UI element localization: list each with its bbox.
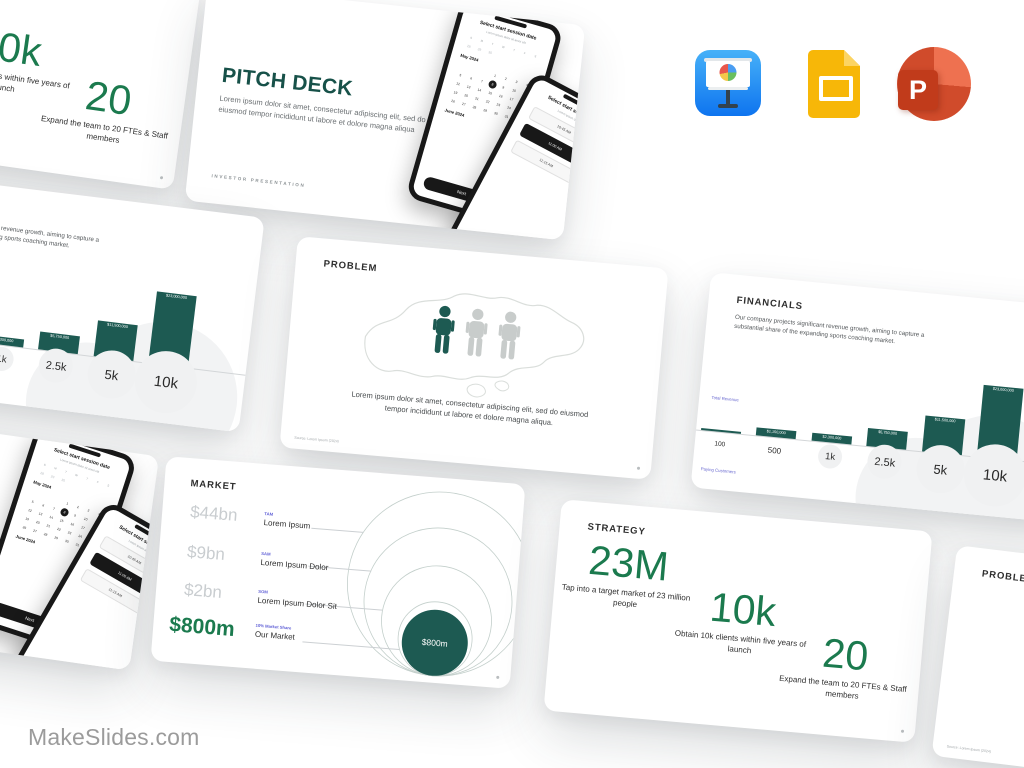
person-icon: [465, 308, 488, 357]
bar-value-label: $23,000,000: [992, 386, 1015, 393]
market-value: $800m: [168, 612, 236, 642]
bar-value-label: $11,500,000: [934, 417, 956, 424]
market-label: Lorem Ipsum Dolor: [260, 557, 329, 573]
category-label: 2.5k: [873, 455, 896, 470]
slide-problem-partial[interactable]: PROBLEM Source: Lorem Ipsum (2024): [931, 545, 1024, 768]
slide-heading: PROBLEM: [981, 568, 1024, 586]
person-icon: [432, 305, 455, 354]
page-number-mark: [159, 176, 164, 180]
google-slides-icon[interactable]: [808, 50, 860, 118]
source-note: Source: Lorem Ipsum (2024): [294, 435, 339, 444]
bar-value-label: $5,750,000: [50, 333, 70, 341]
slide-market[interactable]: MARKET $44bn TAM Lorem Ipsum $9bn SAM Lo…: [150, 456, 526, 689]
keynote-screen-top: [704, 58, 752, 62]
category-label: 10k: [152, 372, 179, 393]
our-market-bubble: [401, 609, 468, 676]
slide-frame-glyph: [819, 76, 853, 101]
slide-strategy[interactable]: STRATEGY 23M Tap into a target market of…: [543, 499, 933, 743]
slide-heading: PROBLEM: [323, 258, 378, 275]
market-value: $44bn: [189, 502, 239, 525]
market-value: $2bn: [183, 580, 223, 602]
powerpoint-icon[interactable]: P: [893, 46, 971, 124]
slide-financials[interactable]: FINANCIALS Our company projects signific…: [690, 272, 1024, 524]
map-outline: [364, 293, 585, 398]
bar-value-label: $23,000,000: [165, 293, 188, 301]
category-label: 10k: [982, 466, 1008, 486]
slide-cover[interactable]: PITCH DECK Lorem ipsum dolor sit amet, c…: [184, 0, 586, 241]
revenue-bar-chart: $1,150,000$2,300,000$5,750,000$11,500,00…: [0, 211, 260, 376]
powerpoint-letter: P: [908, 74, 927, 105]
stat-value: 10k: [0, 20, 45, 76]
market-label: Lorem Ipsum Dolor Sit: [257, 595, 338, 612]
calendar-cell: [527, 60, 540, 71]
category-label: 2.5k: [45, 359, 68, 374]
keynote-stand: [726, 90, 730, 105]
folded-corner: [844, 50, 860, 66]
bar-value-label: $11,500,000: [106, 322, 129, 330]
powerpoint-badge: P: [898, 70, 938, 110]
cover-footer: INVESTOR PRESENTATION: [211, 173, 306, 189]
market-concentric-circles: [347, 491, 526, 677]
stat-value: 10k: [708, 583, 778, 636]
slide-strategy-partial[interactable]: STRATEGY 23M Tap into a target market of…: [0, 0, 202, 190]
bar-500: $1,150,000: [755, 427, 797, 440]
category-label: 1k: [824, 451, 836, 463]
page-number-mark: [900, 729, 905, 733]
slide-problem[interactable]: PROBLEM Lorem ipsum dolor sit amet, cons…: [279, 236, 669, 480]
market-value: $9bn: [186, 542, 226, 565]
stat-block: 20 Expand the team to 20 FTEs & Staff me…: [33, 69, 181, 154]
category-label: 100: [714, 440, 726, 449]
bar-value-label: $2,300,000: [822, 434, 842, 441]
stat-block: 20 Expand the team to 20 FTEs & Staff me…: [772, 628, 917, 707]
cover-body: Lorem ipsum dolor sit amet, consectetur …: [218, 93, 427, 135]
slide-financials-partial[interactable]: FINANCIALS Our company projects signific…: [0, 171, 265, 433]
bar-value-label: $2,300,000: [0, 336, 14, 344]
slide-heading: STRATEGY: [587, 521, 647, 538]
bar-1k: $2,300,000: [811, 432, 853, 445]
slide-heading: MARKET: [190, 478, 237, 493]
person-icon: [498, 311, 521, 360]
pie-chart-icon: [719, 64, 737, 81]
slide-cover-partial[interactable]: PITCH DECK Lorem ipsum dolor sit amet, c…: [0, 403, 160, 671]
bar-value-label: $5,750,000: [877, 430, 898, 436]
people-icons: [428, 304, 524, 362]
bar-value-label: $1,150,000: [766, 429, 786, 436]
source-note: Source: Lorem Ipsum (2024): [946, 744, 992, 754]
market-label: Lorem Ipsum: [263, 518, 311, 531]
market-tag: TAM: [264, 511, 274, 517]
time-options: 10:45 AM 11:00 AM 11:15 AM: [500, 101, 586, 192]
keynote-base: [718, 104, 738, 108]
category-label: 500: [767, 445, 782, 456]
stat-value: 20: [820, 629, 871, 680]
category-label: 5k: [932, 461, 948, 478]
category-label: 1k: [0, 353, 7, 365]
bar-1k: $2,300,000: [0, 334, 25, 348]
keynote-icon[interactable]: [695, 50, 761, 116]
market-label: Our Market: [254, 629, 296, 642]
slide-heading: FINANCIALS: [736, 294, 804, 313]
market-tag: SOM: [258, 588, 268, 595]
market-tag: SAM: [261, 550, 271, 557]
site-logo[interactable]: MakeSlides.com: [28, 724, 200, 750]
stat-value: 23M: [586, 536, 671, 590]
bar-100: [701, 428, 742, 434]
page-number-mark: [636, 466, 641, 470]
category-label: 5k: [103, 366, 120, 384]
keynote-shelf: [708, 87, 748, 90]
